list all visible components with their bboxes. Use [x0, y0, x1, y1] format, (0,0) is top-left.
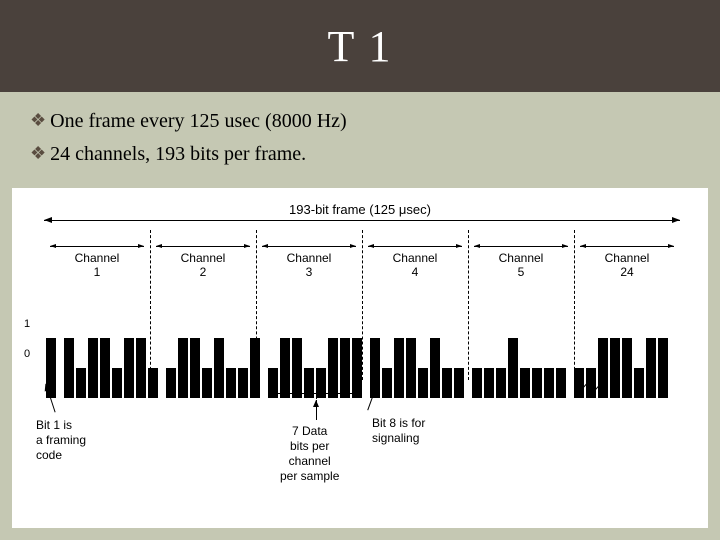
channel-label: Channel2 [150, 236, 256, 286]
bit-bar [508, 338, 518, 398]
bit-bar [418, 368, 428, 398]
bullet-2: ❖ 24 channels, 193 bits per frame. [30, 143, 690, 166]
axis-0: 0 [24, 348, 30, 360]
t1-frame-diagram: 193-bit frame (125 μsec) Channel1Channel… [12, 188, 708, 528]
arrow-icon [316, 400, 317, 420]
bit-bar [454, 368, 464, 398]
bit-bar [520, 368, 530, 398]
bit-bar [76, 368, 86, 398]
diamond-icon: ❖ [30, 143, 46, 164]
annot-data-bits: 7 Databits perchannelper sample [280, 424, 339, 484]
bit-bar [190, 338, 200, 398]
bit-bar [100, 338, 110, 398]
diamond-icon: ❖ [30, 110, 46, 131]
bullet-text: One frame every 125 usec (8000 Hz) [50, 110, 347, 133]
bit-bar [124, 338, 134, 398]
bit-bar [202, 368, 212, 398]
bit-bar [166, 368, 176, 398]
bit-bar [556, 368, 566, 398]
channel-label: Channel5 [468, 236, 574, 286]
bit-bar [622, 338, 632, 398]
annot-signaling: Bit 8 is forsignaling [372, 416, 425, 446]
bit-bar [646, 338, 656, 398]
bit-bar [484, 368, 494, 398]
bit-bar [238, 368, 248, 398]
bit-bar [148, 368, 158, 398]
bit-bar [394, 338, 404, 398]
annot-framing: Bit 1 isa framingcode [36, 418, 86, 463]
frame-label: 193-bit frame (125 μsec) [12, 202, 708, 217]
bit-bar [178, 338, 188, 398]
bullet-1: ❖ One frame every 125 usec (8000 Hz) [30, 110, 690, 133]
frame-span-arrow [44, 220, 680, 221]
bit-bar [136, 338, 146, 398]
content-area: ❖ One frame every 125 usec (8000 Hz) ❖ 2… [0, 92, 720, 184]
axis-1: 1 [24, 318, 30, 330]
title-header: T 1 [0, 0, 720, 92]
bit-bar [634, 368, 644, 398]
bullet-text: 24 channels, 193 bits per frame. [50, 143, 306, 166]
bit-bar [112, 368, 122, 398]
channel-label: Channel4 [362, 236, 468, 286]
bit-bar [442, 368, 452, 398]
bit-bar [430, 338, 440, 398]
channel-label: Channel24 [574, 236, 680, 286]
channel-labels: Channel1Channel2Channel3Channel4Channel5… [44, 236, 680, 286]
bit-bar [472, 368, 482, 398]
brace-icon [277, 386, 355, 394]
bit-bar [496, 368, 506, 398]
bit-bar [532, 368, 542, 398]
bit-bar [382, 368, 392, 398]
bit-bar [610, 338, 620, 398]
bit-bar [64, 338, 74, 398]
bit-bar [406, 338, 416, 398]
bit-bar [88, 338, 98, 398]
bit-bar [226, 368, 236, 398]
break-mark: ⟋⟋ [577, 377, 605, 400]
page-title: T 1 [327, 21, 392, 72]
channel-label: Channel1 [44, 236, 150, 286]
bit-bar [544, 368, 554, 398]
bit-bar [658, 338, 668, 398]
bit-bar [250, 338, 260, 398]
bit-bar [214, 338, 224, 398]
bit-chart: 1 0 ⟋⟋ [22, 318, 690, 398]
channel-label: Channel3 [256, 236, 362, 286]
